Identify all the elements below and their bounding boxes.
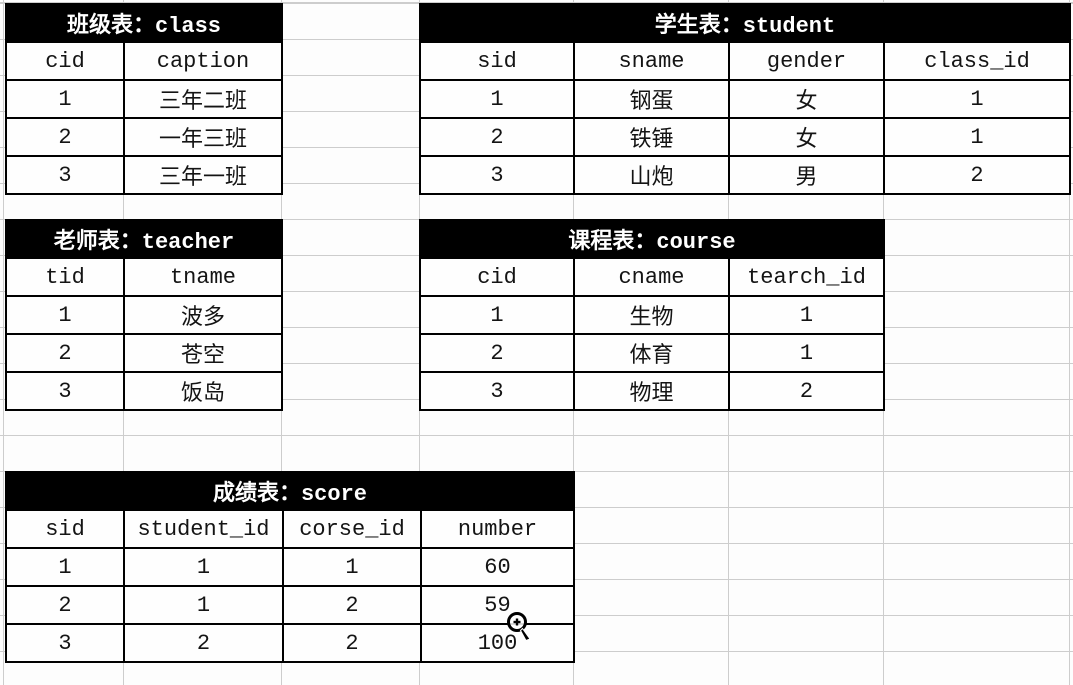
- course-row-3: 3 物理 2: [419, 371, 885, 411]
- course-cell-tearch_id-r3[interactable]: 2: [728, 371, 885, 411]
- score-cell-corse_id-r2[interactable]: 2: [282, 585, 422, 625]
- course-colheader-cid[interactable]: cid: [419, 257, 575, 297]
- score-colheader-corse_id[interactable]: corse_id: [282, 509, 422, 549]
- course-cell-cid-r3[interactable]: 3: [419, 371, 575, 411]
- score-cell-student_id-r1[interactable]: 1: [123, 547, 284, 587]
- course-cell-tearch_id-r2[interactable]: 1: [728, 333, 885, 373]
- score-row-3: 3 2 2 100: [5, 623, 575, 663]
- score-cell-sid-r3[interactable]: 3: [5, 623, 125, 663]
- course-colheader-cname[interactable]: cname: [573, 257, 730, 297]
- course-colheader-tearch_id[interactable]: tearch_id: [728, 257, 885, 297]
- teacher-cell-tid-r2[interactable]: 2: [5, 333, 125, 373]
- student-header-row: sid sname gender class_id: [419, 41, 1071, 81]
- student-row-2: 2 铁锤女 1: [419, 117, 1071, 157]
- course-cell-cname-r1[interactable]: 生物: [573, 295, 730, 335]
- class-cell-caption-r1[interactable]: 三年二班: [123, 79, 283, 119]
- course-cell-cid-r2[interactable]: 2: [419, 333, 575, 373]
- student-colheader-sid[interactable]: sid: [419, 41, 575, 81]
- score-table: 成绩表：score sid student_id corse_id number 1 1 1 6…: [5, 471, 575, 663]
- student-table-title: 学生表：student: [419, 3, 1071, 43]
- student-row-3: 3 山炮男 2: [419, 155, 1071, 195]
- student-cell-sid-r3[interactable]: 3: [419, 155, 575, 195]
- score-table-title: 成绩表：score: [5, 471, 575, 511]
- class-row-3: 3 三年一班: [5, 155, 283, 195]
- teacher-cell-tname-r3[interactable]: 饭岛: [123, 371, 283, 411]
- class-cell-caption-r3[interactable]: 三年一班: [123, 155, 283, 195]
- score-row-1: 1 1 1 60: [5, 547, 575, 587]
- course-cell-cid-r1[interactable]: 1: [419, 295, 575, 335]
- class-table-title: 班级表：class: [5, 3, 283, 43]
- student-cell-sid-r1[interactable]: 1: [419, 79, 575, 119]
- score-cell-student_id-r3[interactable]: 2: [123, 623, 284, 663]
- student-cell-sname-r2[interactable]: 铁锤: [573, 117, 730, 157]
- class-table: 班级表：class cid caption 1 三年二班 2 一年三班 3 三年一班: [5, 3, 283, 195]
- student-colheader-sname[interactable]: sname: [573, 41, 730, 81]
- student-row-1: 1 钢蛋女 1: [419, 79, 1071, 119]
- teacher-row-3: 3 饭岛: [5, 371, 283, 411]
- course-table-title: 课程表：course: [419, 219, 885, 259]
- score-cell-sid-r2[interactable]: 2: [5, 585, 125, 625]
- course-cell-cname-r3[interactable]: 物理: [573, 371, 730, 411]
- teacher-table: 老师表：teacher tid tname 1 波多 2 苍空 3 饭岛: [5, 219, 283, 411]
- student-table: 学生表：student sid sname gender class_id 1 钢蛋女 1 2 铁…: [419, 3, 1071, 195]
- teacher-cell-tname-r2[interactable]: 苍空: [123, 333, 283, 373]
- student-cell-sname-r1[interactable]: 钢蛋: [573, 79, 730, 119]
- student-cell-class_id-r2[interactable]: 1: [883, 117, 1071, 157]
- student-colheader-gender[interactable]: gender: [728, 41, 885, 81]
- score-colheader-student_id[interactable]: student_id: [123, 509, 284, 549]
- teacher-cell-tid-r3[interactable]: 3: [5, 371, 125, 411]
- score-cell-sid-r1[interactable]: 1: [5, 547, 125, 587]
- class-cell-cid-r2[interactable]: 2: [5, 117, 125, 157]
- course-header-row: cid cname tearch_id: [419, 257, 885, 297]
- score-cell-number-r1[interactable]: 60: [420, 547, 575, 587]
- score-cell-corse_id-r3[interactable]: 2: [282, 623, 422, 663]
- class-cell-cid-r3[interactable]: 3: [5, 155, 125, 195]
- course-cell-tearch_id-r1[interactable]: 1: [728, 295, 885, 335]
- course-table: 课程表：course cid cname tearch_id 1 生物 1 2 体育 1 3 物理 2: [419, 219, 885, 411]
- student-cell-class_id-r1[interactable]: 1: [883, 79, 1071, 119]
- teacher-colheader-tname[interactable]: tname: [123, 257, 283, 297]
- score-cell-corse_id-r1[interactable]: 1: [282, 547, 422, 587]
- student-cell-class_id-r3[interactable]: 2: [883, 155, 1071, 195]
- score-colheader-number[interactable]: number: [420, 509, 575, 549]
- student-cell-sname-r3[interactable]: 山炮: [573, 155, 730, 195]
- score-colheader-sid[interactable]: sid: [5, 509, 125, 549]
- student-cell-sid-r2[interactable]: 2: [419, 117, 575, 157]
- class-row-2: 2 一年三班: [5, 117, 283, 157]
- teacher-cell-tid-r1[interactable]: 1: [5, 295, 125, 335]
- course-row-2: 2 体育 1: [419, 333, 885, 373]
- teacher-header-row: tid tname: [5, 257, 283, 297]
- teacher-colheader-tid[interactable]: tid: [5, 257, 125, 297]
- score-row-2: 2 1 2 59: [5, 585, 575, 625]
- score-cell-student_id-r2[interactable]: 1: [123, 585, 284, 625]
- score-cell-number-r2[interactable]: 59: [420, 585, 575, 625]
- student-cell-gender-r3[interactable]: 男: [728, 155, 885, 195]
- class-colheader-caption[interactable]: caption: [123, 41, 283, 81]
- teacher-table-title: 老师表：teacher: [5, 219, 283, 259]
- class-cell-caption-r2[interactable]: 一年三班: [123, 117, 283, 157]
- class-cell-cid-r1[interactable]: 1: [5, 79, 125, 119]
- student-colheader-class_id[interactable]: class_id: [883, 41, 1071, 81]
- teacher-row-2: 2 苍空: [5, 333, 283, 373]
- course-cell-cname-r2[interactable]: 体育: [573, 333, 730, 373]
- score-header-row: sid student_id corse_id number: [5, 509, 575, 549]
- class-row-1: 1 三年二班: [5, 79, 283, 119]
- class-colheader-cid[interactable]: cid: [5, 41, 125, 81]
- student-cell-gender-r1[interactable]: 女: [728, 79, 885, 119]
- class-header-row: cid caption: [5, 41, 283, 81]
- score-cell-number-r3[interactable]: 100: [420, 623, 575, 663]
- teacher-cell-tname-r1[interactable]: 波多: [123, 295, 283, 335]
- teacher-row-1: 1 波多: [5, 295, 283, 335]
- course-row-1: 1 生物 1: [419, 295, 885, 335]
- student-cell-gender-r2[interactable]: 女: [728, 117, 885, 157]
